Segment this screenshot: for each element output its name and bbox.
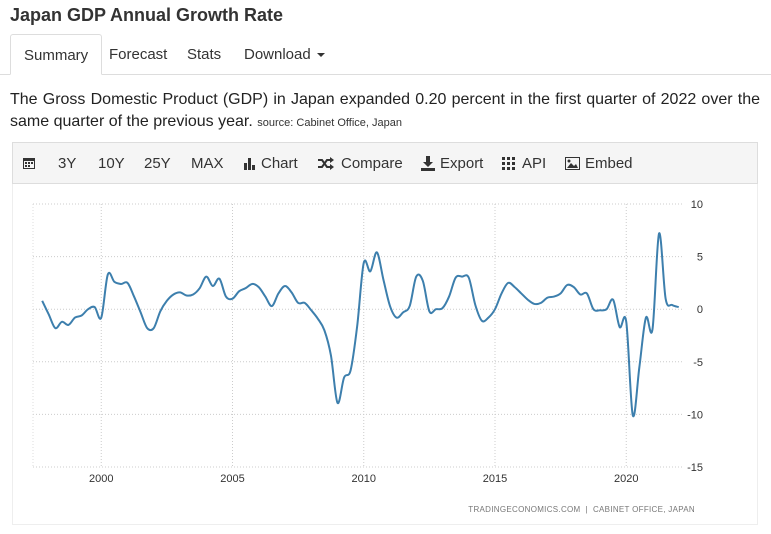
toolbar-button[interactable]: 10Y — [98, 155, 125, 172]
toolbar-button[interactable]: 3Y — [58, 155, 77, 172]
calendar-icon[interactable] — [22, 156, 36, 170]
y-tick-label: 10 — [691, 199, 703, 211]
caret-icon — [316, 53, 325, 58]
source: source: Cabinet Office, Japan — [257, 117, 402, 129]
x-tick-label: 2015 — [483, 473, 507, 485]
toolbar-button[interactable]: API — [522, 155, 547, 172]
y-tick-label: 0 — [697, 304, 703, 316]
x-tick-label: 2020 — [614, 473, 638, 485]
chart-credit: TRADINGECONOMICS.COM | CABINET OFFICE, J… — [468, 505, 695, 514]
tab-bar: Summary Forecast Stats Download — [0, 34, 771, 75]
download-icon — [421, 156, 435, 171]
data-line — [41, 232, 680, 418]
description-text: The Gross Domestic Product (GDP) in Japa… — [10, 91, 760, 130]
toolbar: 3Y 10Y 25Y MAX Chart Compare Export API … — [12, 142, 758, 184]
tab-label: Stats — [187, 46, 222, 63]
toolbar-button[interactable]: Chart — [261, 155, 298, 172]
chart-icon — [244, 158, 255, 170]
y-tick-label: -10 — [687, 409, 703, 421]
toolbar-button[interactable]: Compare — [341, 155, 403, 172]
grid-icon — [502, 157, 515, 170]
tab[interactable]: Stats — [174, 34, 234, 74]
x-tick-label: 2010 — [352, 473, 376, 485]
x-tick-label: 2000 — [89, 473, 113, 485]
tab[interactable]: Download — [231, 34, 338, 74]
tab-label: Summary — [24, 47, 89, 64]
tab-label: Forecast — [109, 46, 168, 63]
page-title: Japan GDP Annual Growth Rate — [10, 5, 284, 25]
image-icon — [565, 157, 580, 170]
chart: -15 -10 -5 0 5 10 2000 2005 2010 2015 2020 TRADINGE… — [32, 199, 703, 514]
toolbar-button[interactable]: Export — [440, 155, 484, 172]
description: The Gross Domestic Product (GDP) in Japa… — [10, 89, 760, 134]
toolbar-button[interactable]: Embed — [585, 155, 633, 172]
x-tick-label: 2005 — [220, 473, 244, 485]
tab[interactable]: Forecast — [96, 34, 180, 74]
tab-label: Download — [244, 46, 311, 63]
toolbar-button[interactable]: 25Y — [144, 155, 171, 172]
y-tick-label: -5 — [693, 357, 703, 369]
shuffle-icon — [318, 157, 334, 170]
toolbar-button[interactable]: MAX — [191, 155, 224, 172]
tab[interactable]: Summary — [10, 34, 103, 75]
y-tick-label: -15 — [687, 462, 703, 474]
y-tick-label: 5 — [697, 252, 703, 264]
chart-container: -15 -10 -5 0 5 10 2000 2005 2010 2015 2020 TRADINGE… — [12, 184, 758, 525]
